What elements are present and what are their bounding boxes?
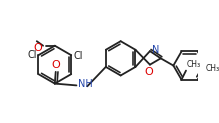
Text: Cl: Cl: [73, 51, 83, 61]
Text: O: O: [34, 43, 42, 53]
Text: Cl: Cl: [27, 50, 37, 60]
Text: CH₃: CH₃: [206, 64, 219, 73]
Text: O: O: [145, 67, 153, 77]
Text: O: O: [51, 60, 60, 70]
Text: NH: NH: [78, 79, 93, 90]
Text: N: N: [152, 45, 159, 55]
Text: CH₃: CH₃: [187, 60, 201, 69]
